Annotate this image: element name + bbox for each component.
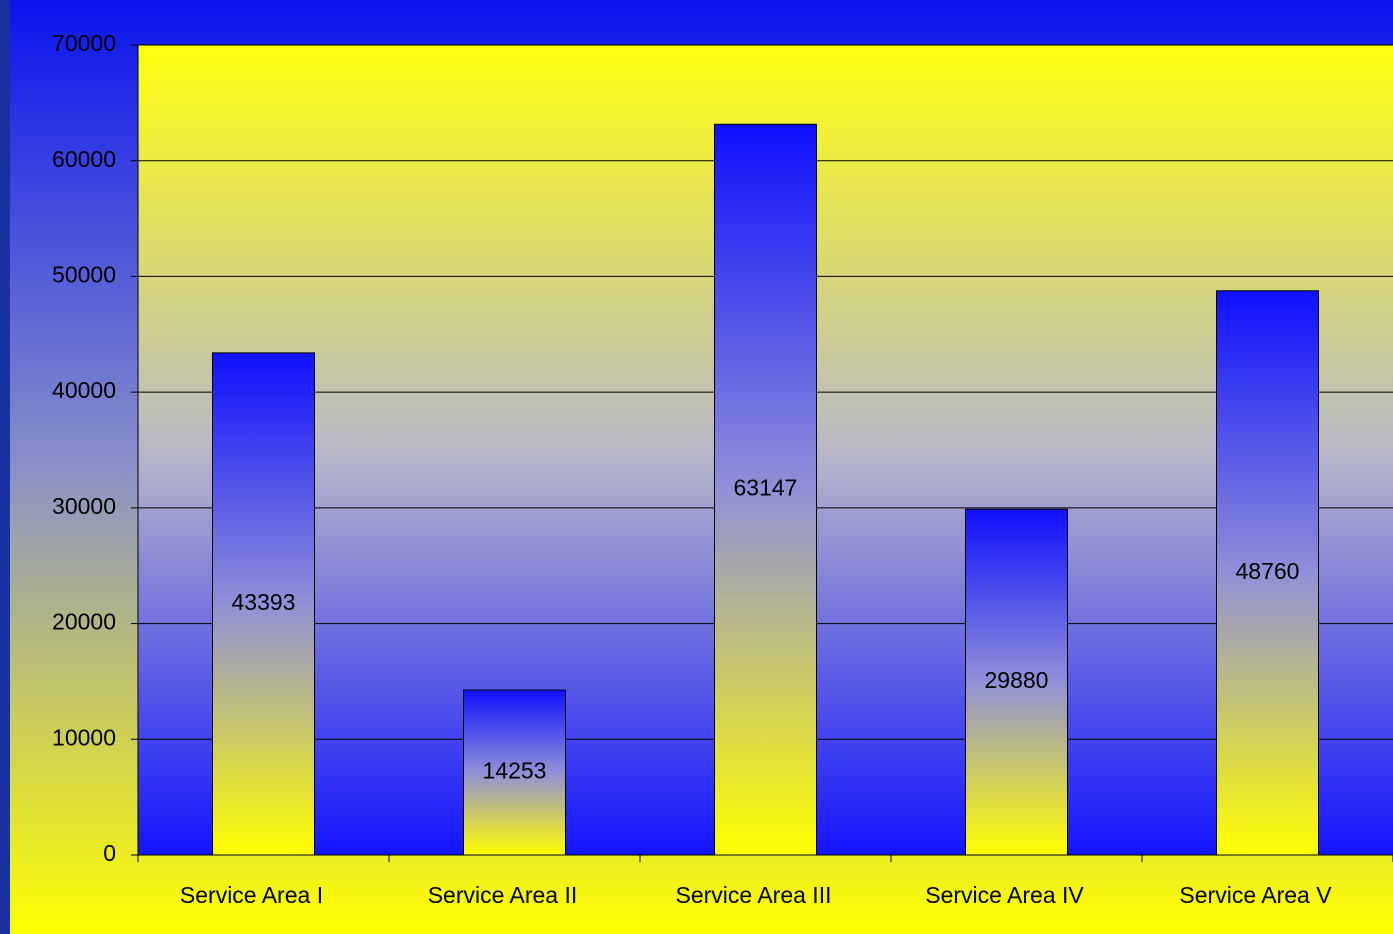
bar bbox=[212, 352, 315, 856]
bar bbox=[1216, 290, 1319, 856]
y-tick-label: 50000 bbox=[52, 262, 116, 288]
bar bbox=[965, 508, 1068, 856]
y-tick-label: 70000 bbox=[52, 30, 116, 56]
y-tick-label: 20000 bbox=[52, 609, 116, 635]
x-tick-label: Service Area III bbox=[676, 882, 832, 908]
x-tick-label: Service Area IV bbox=[925, 882, 1084, 908]
y-tick-label: 10000 bbox=[52, 724, 116, 750]
data-label: 63147 bbox=[734, 475, 798, 501]
y-tick-label: 60000 bbox=[52, 146, 116, 172]
bar bbox=[463, 689, 566, 856]
y-tick-label: 40000 bbox=[52, 377, 116, 403]
data-label: 43393 bbox=[232, 589, 296, 615]
x-tick-label: Service Area V bbox=[1179, 882, 1332, 908]
y-tick-label: 0 bbox=[103, 840, 116, 866]
data-label: 29880 bbox=[985, 667, 1049, 693]
frame-edge bbox=[0, 0, 10, 934]
x-tick-label: Service Area I bbox=[180, 882, 323, 908]
data-label: 14253 bbox=[483, 758, 547, 784]
y-tick-label: 30000 bbox=[52, 493, 116, 519]
data-label: 48760 bbox=[1236, 558, 1300, 584]
x-tick-label: Service Area II bbox=[428, 882, 578, 908]
bar bbox=[714, 123, 817, 856]
